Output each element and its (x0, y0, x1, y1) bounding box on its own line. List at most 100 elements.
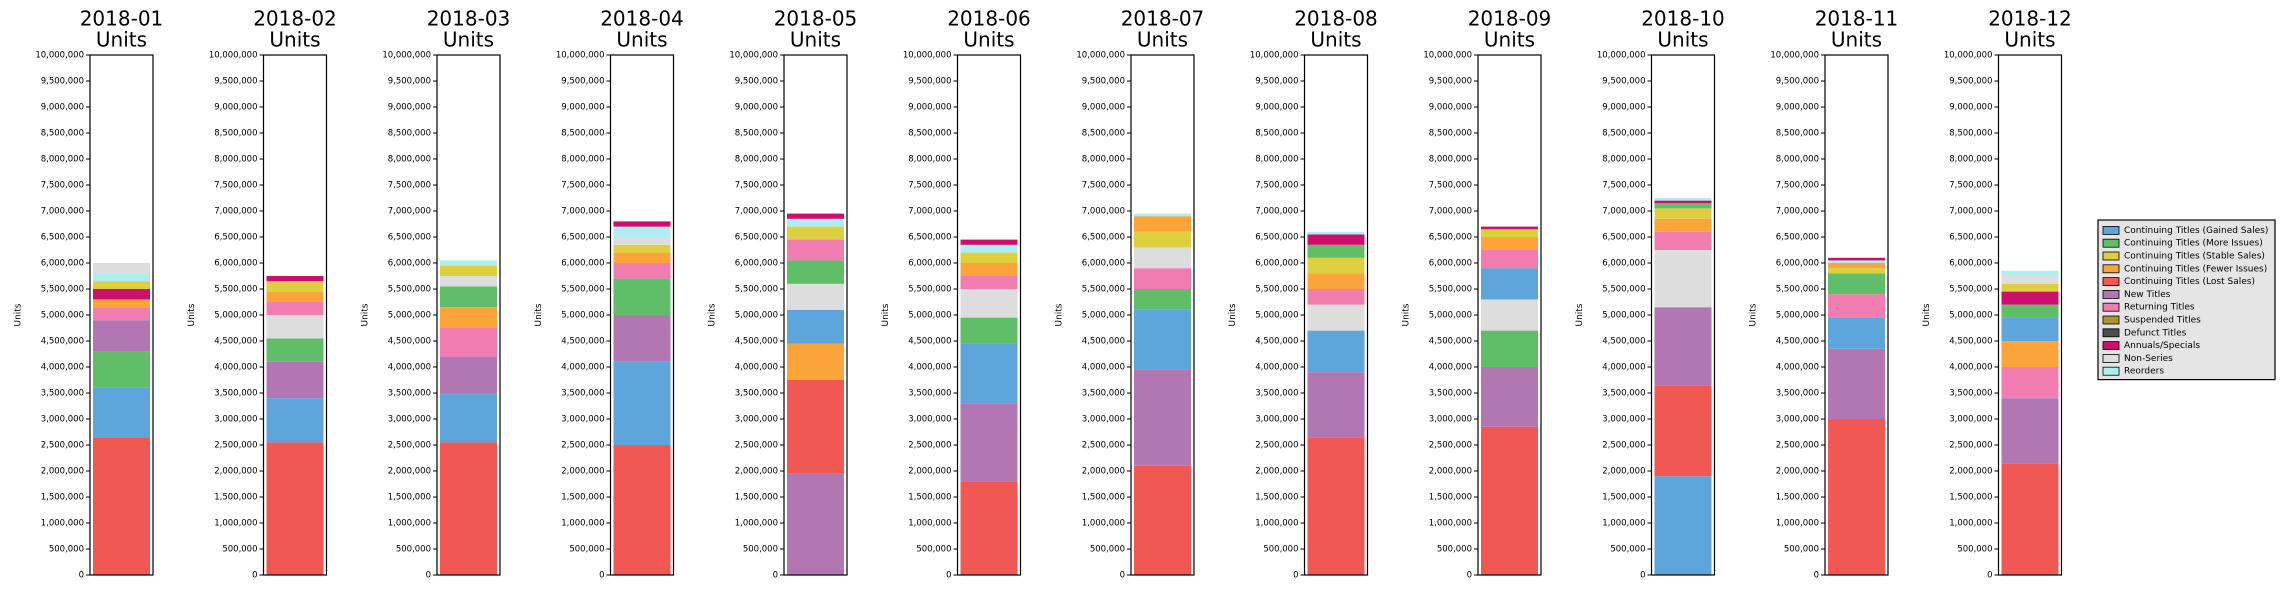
y-tick-label: 500,000 (1263, 545, 1298, 555)
bar-segment (266, 302, 324, 315)
y-tick-label: 0 (1814, 571, 1819, 581)
bar-segment (1307, 372, 1365, 438)
y-tick-label: 8,500,000 (561, 129, 604, 139)
y-tick-label: 5,500,000 (1776, 285, 1819, 295)
bar-segment (1828, 263, 1885, 269)
y-tick-label: 7,500,000 (214, 181, 257, 191)
panel: 0 500,000 1,000,000 1,500,000 2,000,000 2,500… (361, 7, 511, 581)
y-tick-label: 6,000,000 (41, 259, 84, 269)
legend-label: Annuals/Specials (2124, 341, 2200, 351)
y-tick-label: 500,000 (1784, 545, 1819, 555)
y-tick-label: 9,000,000 (1255, 103, 1298, 113)
panel-title: 2018-12 (1988, 7, 2072, 31)
bar-segment (1828, 260, 1885, 263)
y-tick-label: 6,000,000 (735, 259, 778, 269)
legend-label: Continuing Titles (Stable Sales) (2124, 252, 2265, 262)
y-tick-label: 9,000,000 (388, 103, 431, 113)
bar-segment (93, 273, 150, 282)
y-tick-label: 2,000,000 (1255, 467, 1298, 477)
bar-segment (1307, 257, 1365, 274)
panel: 0 500,000 1,000,000 1,500,000 2,000,000 2,500… (1749, 7, 1899, 581)
bar-segment (1654, 208, 1712, 219)
y-tick-label: 7,000,000 (1602, 207, 1645, 217)
bar-segment (613, 361, 671, 445)
y-tick-label: 1,000,000 (1949, 519, 1992, 529)
bar-segment (440, 265, 497, 276)
y-tick-label: 3,000,000 (41, 415, 84, 425)
y-tick-label: 4,500,000 (1429, 337, 1472, 347)
y-tick-label: 500,000 (396, 545, 431, 555)
y-tick-label: 500,000 (743, 545, 778, 555)
y-tick-label: 2,500,000 (1949, 441, 1992, 451)
bar-segment (440, 286, 497, 308)
y-tick-label: 3,000,000 (214, 415, 257, 425)
y-tick-label: 7,000,000 (41, 207, 84, 217)
bar-segment (613, 445, 671, 575)
y-tick-label: 500,000 (49, 545, 84, 555)
panel-subtitle: Units (1137, 28, 1188, 52)
legend-label: Suspended Titles (2124, 316, 2201, 326)
y-tick-label: 9,500,000 (1082, 77, 1125, 87)
y-tick-label: 5,000,000 (214, 311, 257, 321)
y-tick-label: 6,000,000 (214, 259, 257, 269)
y-tick-label: 4,500,000 (1255, 337, 1298, 347)
y-tick-label: 4,000,000 (388, 363, 431, 373)
y-tick-label: 3,000,000 (388, 415, 431, 425)
y-tick-label: 7,500,000 (388, 181, 431, 191)
bar-segment (1481, 299, 1538, 331)
panel-subtitle: Units (1657, 28, 1708, 52)
y-tick-label: 4,500,000 (1082, 337, 1125, 347)
legend-label: Continuing Titles (Gained Sales) (2124, 226, 2268, 236)
y-tick-label: 8,500,000 (735, 129, 778, 139)
y-tick-label: 8,500,000 (1429, 129, 1472, 139)
bar-segment (1134, 247, 1191, 269)
y-tick-label: 4,000,000 (735, 363, 778, 373)
bar-segment (787, 213, 844, 219)
y-tick-label: 4,000,000 (214, 363, 257, 373)
y-tick-label: 3,500,000 (1776, 389, 1819, 399)
y-tick-label: 9,000,000 (908, 103, 951, 113)
y-tick-label: 500,000 (916, 545, 951, 555)
bar-segment (1828, 419, 1885, 575)
y-tick-label: 1,500,000 (1602, 493, 1645, 503)
y-tick-label: 9,000,000 (1776, 103, 1819, 113)
y-tick-label: 4,500,000 (1602, 337, 1645, 347)
y-tick-label: 9,500,000 (1776, 77, 1819, 87)
panel: 0 500,000 1,000,000 1,500,000 2,000,000 2,500… (881, 7, 1031, 581)
y-tick-label: 8,000,000 (388, 155, 431, 165)
legend-swatch (2102, 277, 2120, 287)
y-tick-label: 1,000,000 (735, 519, 778, 529)
y-tick-label: 8,500,000 (1949, 129, 1992, 139)
y-tick-label: 5,000,000 (1255, 311, 1298, 321)
panel: 0 500,000 1,000,000 1,500,000 2,000,000 2,500… (187, 7, 337, 581)
y-tick-label: 5,000,000 (908, 311, 951, 321)
bar-segment (1828, 294, 1885, 318)
y-tick-label: 9,000,000 (1602, 103, 1645, 113)
y-tick-label: 3,500,000 (41, 389, 84, 399)
y-tick-label: 4,500,000 (388, 337, 431, 347)
y-tick-label: 5,500,000 (1082, 285, 1125, 295)
y-tick-label: 7,000,000 (214, 207, 257, 217)
panel-title: 2018-09 (1468, 7, 1552, 31)
y-tick-label: 6,000,000 (561, 259, 604, 269)
bar-segment (960, 239, 1018, 245)
y-tick-label: 5,500,000 (1949, 285, 1992, 295)
bar-segment (1481, 229, 1538, 237)
y-tick-label: 9,500,000 (388, 77, 431, 87)
y-tick-label: 2,500,000 (561, 441, 604, 451)
y-tick-label: 5,500,000 (1255, 285, 1298, 295)
y-tick-label: 6,500,000 (1429, 233, 1472, 243)
bar-segment (93, 263, 150, 274)
y-tick-label: 5,500,000 (214, 285, 257, 295)
legend-swatch (2102, 341, 2120, 351)
y-tick-label: 2,000,000 (1429, 467, 1472, 477)
bar-segment (960, 317, 1018, 344)
y-tick-label: 9,000,000 (735, 103, 778, 113)
y-tick-label: 2,500,000 (1776, 441, 1819, 451)
y-tick-label: 4,000,000 (41, 363, 84, 373)
y-tick-label: 1,500,000 (561, 493, 604, 503)
bar-segment (960, 263, 1018, 276)
bar-segment (93, 437, 150, 575)
legend-label: Returning Titles (2124, 303, 2195, 313)
bar-segment (2001, 367, 2059, 399)
